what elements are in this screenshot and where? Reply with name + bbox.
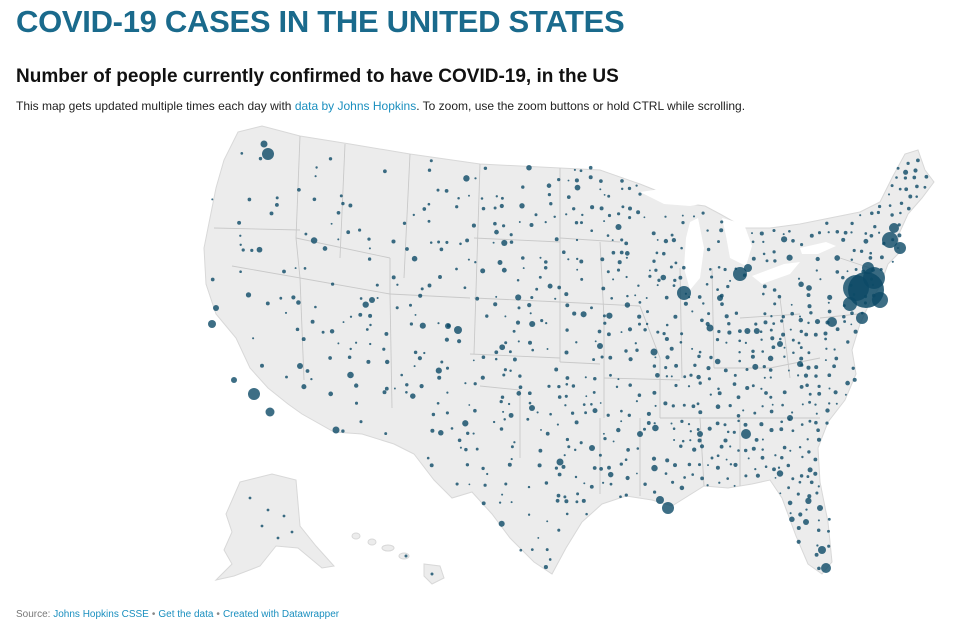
case-bubbles <box>208 140 929 576</box>
johns-hopkins-data-link[interactable]: data by Johns Hopkins <box>294 99 417 113</box>
alaska-landmass <box>214 473 335 581</box>
chart-subtitle: Number of people currently confirmed to … <box>16 66 619 87</box>
lake-huron <box>722 218 752 266</box>
footer-separator-2: • <box>216 609 220 620</box>
created-with-link[interactable]: Created with Datawrapper <box>222 609 340 620</box>
contiguous-us-landmass <box>203 125 935 575</box>
lake-michigan <box>684 218 704 290</box>
intro-prefix: This map gets updated multiple times eac… <box>16 99 295 113</box>
get-data-link[interactable]: Get the data <box>158 609 214 620</box>
lake-ontario <box>800 242 836 254</box>
chart-intro: This map gets updated multiple times eac… <box>16 99 745 113</box>
footer: Source: Johns Hopkins CSSE • Get the data •… <box>16 609 339 620</box>
footer-separator-1: • <box>151 609 156 620</box>
map-svg[interactable] <box>0 118 960 603</box>
source-link[interactable]: Johns Hopkins CSSE <box>53 609 149 620</box>
lake-erie <box>752 262 800 284</box>
page-title: COVID-19 CASES IN THE UNITED STATES <box>16 4 625 39</box>
us-covid-map[interactable] <box>0 118 960 603</box>
lake-superior <box>640 188 712 206</box>
intro-suffix: . To zoom, use the zoom buttons or hold … <box>416 99 746 113</box>
source-label: Source: <box>16 609 51 620</box>
hawaii-islands <box>351 532 445 585</box>
